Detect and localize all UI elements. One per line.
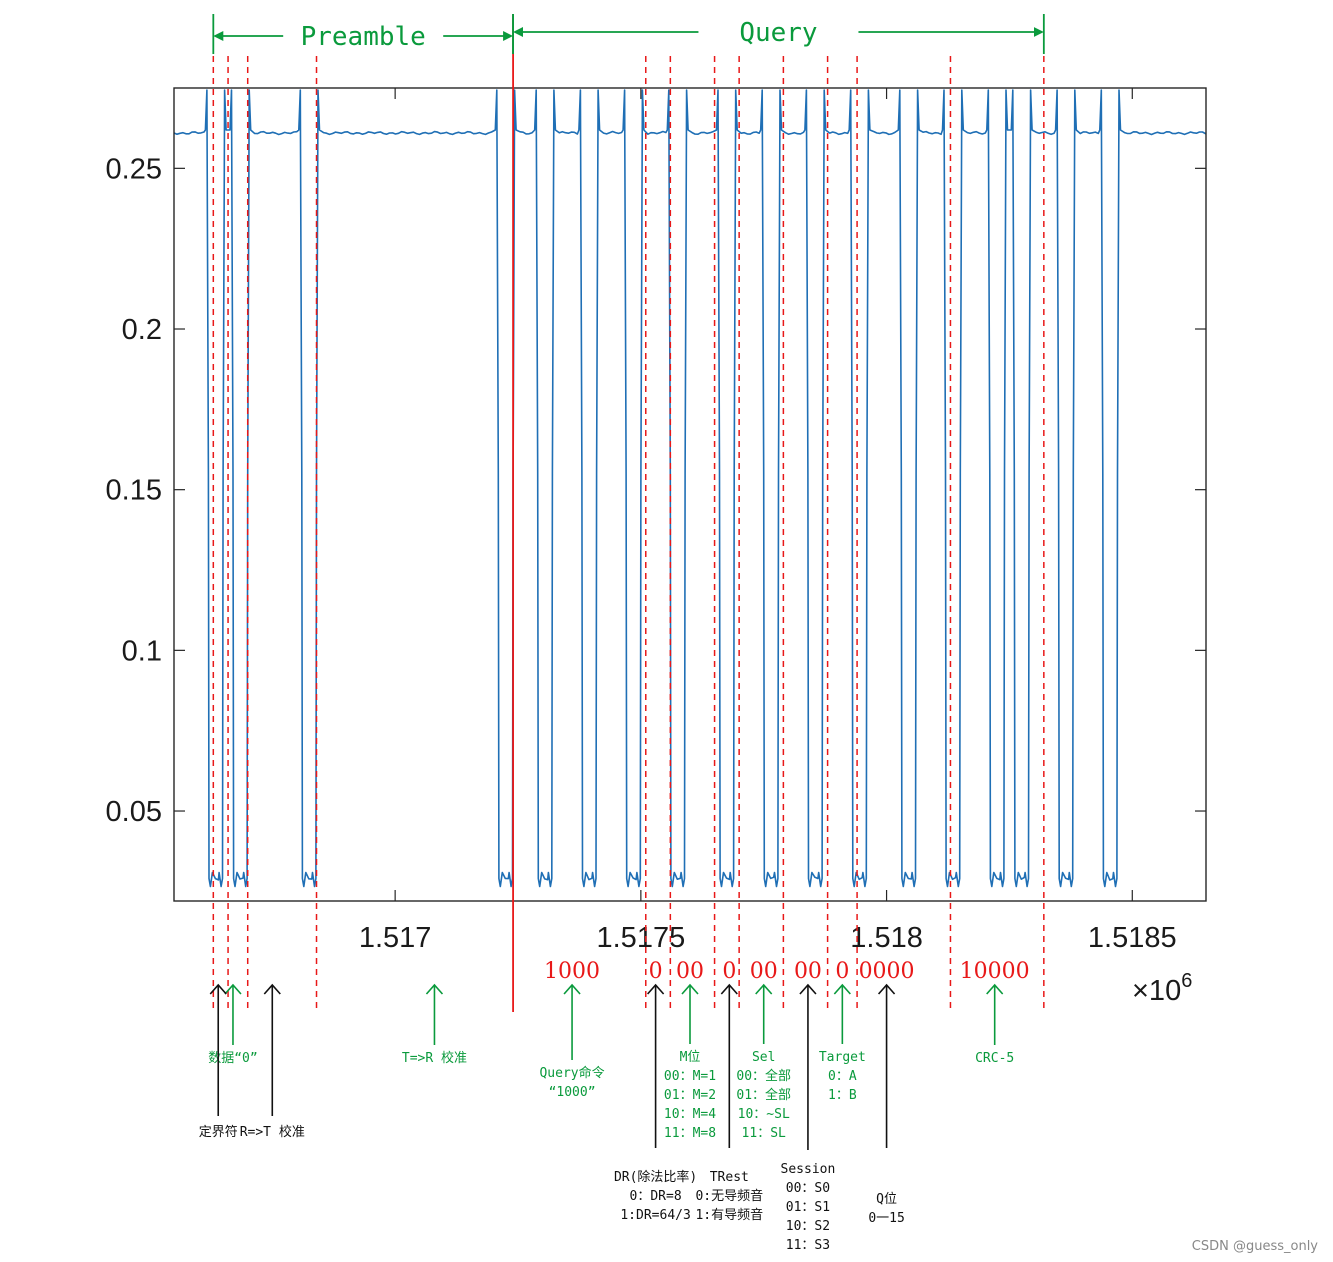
field-bits: 0 bbox=[835, 959, 849, 984]
x-tick-label: 1.5175 bbox=[597, 922, 686, 954]
green-pointer-arrow-head bbox=[986, 983, 1004, 995]
black-note-line: 11：S3 bbox=[786, 1238, 830, 1253]
y-tick-label: 0.1 bbox=[122, 635, 162, 667]
green-note-line: 00：全部 bbox=[736, 1068, 791, 1084]
green-note-line: M位 bbox=[680, 1050, 701, 1065]
black-pointer-arrow-head bbox=[647, 983, 665, 995]
x-tick-label: 1.518 bbox=[850, 922, 923, 954]
y-tick-label: 0.15 bbox=[106, 475, 162, 507]
x-tick-label: 1.5185 bbox=[1088, 922, 1177, 954]
field-bits: 0 bbox=[722, 959, 736, 984]
y-tick-label: 0.25 bbox=[106, 153, 162, 185]
black-note-line: Session bbox=[781, 1162, 836, 1177]
black-note-line: 10：S2 bbox=[786, 1219, 830, 1234]
green-note-line: “1000” bbox=[549, 1085, 596, 1100]
green-note-line: 0：A bbox=[828, 1069, 857, 1084]
axes-box bbox=[173, 87, 1207, 902]
black-note-line: R=>T 校准 bbox=[240, 1124, 305, 1140]
green-note-line: 10：~SL bbox=[738, 1107, 790, 1122]
signal-line bbox=[173, 89, 1207, 888]
field-bits: 00 bbox=[794, 959, 822, 984]
field-bits: 00 bbox=[676, 959, 704, 984]
green-note-line: Sel bbox=[752, 1050, 775, 1065]
green-note-line: Query命令 bbox=[539, 1065, 604, 1081]
green-pointer-arrow-head bbox=[833, 983, 851, 995]
green-note-line: 11：M=8 bbox=[664, 1126, 716, 1141]
signal-trace bbox=[173, 89, 1207, 888]
black-pointer-arrow-head bbox=[209, 983, 227, 995]
y-tick-label: 0.2 bbox=[122, 314, 162, 346]
black-note-line: 0一15 bbox=[868, 1211, 904, 1226]
section-label: Query bbox=[739, 18, 817, 48]
green-pointer-arrow-head bbox=[224, 983, 242, 995]
black-note-line: 01：S1 bbox=[786, 1200, 830, 1215]
black-note-line: DR(除法比率) bbox=[614, 1169, 697, 1185]
x-multiplier-exponent: 6 bbox=[1181, 970, 1192, 992]
green-note-line: 01：M=2 bbox=[664, 1088, 716, 1103]
field-bits: 0 bbox=[649, 959, 663, 984]
field-bits: 1000 bbox=[544, 959, 600, 984]
y-tick-label: 0.05 bbox=[106, 796, 162, 828]
black-note-line: 0:无导频音 bbox=[695, 1188, 763, 1204]
field-bits: 0000 bbox=[859, 959, 915, 984]
black-pointer-arrow-head bbox=[720, 983, 738, 995]
green-note-line: Target bbox=[819, 1050, 866, 1065]
green-note-line: 01：全部 bbox=[736, 1087, 791, 1103]
plot-background bbox=[174, 88, 1206, 901]
green-note-line: 11：SL bbox=[742, 1126, 786, 1141]
guide-lines bbox=[212, 14, 1045, 1012]
black-note-line: TRest bbox=[710, 1170, 749, 1185]
green-pointer-arrow-head bbox=[755, 983, 773, 995]
plot-area bbox=[174, 88, 1206, 901]
field-bits: 00 bbox=[750, 959, 778, 984]
black-pointer-arrow-head bbox=[799, 983, 817, 995]
x-multiplier-label: ×106 bbox=[1132, 970, 1192, 1007]
black-pointer-arrow-head bbox=[877, 983, 896, 995]
field-bits: 10000 bbox=[960, 959, 1030, 984]
green-note-line: 数据“0” bbox=[208, 1051, 257, 1066]
green-note-line: 00：M=1 bbox=[664, 1069, 716, 1084]
green-note-line: 1：B bbox=[828, 1088, 857, 1103]
green-pointer-arrow-head bbox=[681, 983, 699, 995]
green-note-line: 10：M=4 bbox=[664, 1107, 716, 1122]
black-note-line: 0：DR=8 bbox=[630, 1189, 682, 1204]
black-pointer-arrow-head bbox=[263, 983, 281, 995]
axes: 1.517 1.5175 1.518 1.5185 0.05 0.1 0.15 0.2 0.25… bbox=[106, 87, 1207, 1007]
watermark: CSDN @guess_only bbox=[1192, 1239, 1319, 1254]
section-markers: Preamble Query bbox=[212, 14, 1045, 54]
green-pointer-arrow-head bbox=[563, 983, 581, 995]
section-label: Preamble bbox=[301, 22, 426, 52]
black-note-line: 1:DR=64/3 bbox=[620, 1208, 690, 1223]
x-tick-label: 1.517 bbox=[359, 922, 432, 954]
green-pointer-arrow-head bbox=[425, 983, 444, 995]
black-note-line: 1:有导频音 bbox=[695, 1207, 763, 1223]
green-note-line: CRC-5 bbox=[975, 1051, 1014, 1066]
black-note-line: Q位 bbox=[876, 1192, 897, 1207]
black-note-line: 定界符 bbox=[199, 1124, 238, 1140]
black-note-line: 00：S0 bbox=[786, 1181, 830, 1196]
green-note-line: T=>R 校准 bbox=[402, 1050, 467, 1066]
x-multiplier-base: ×10 bbox=[1132, 975, 1181, 1007]
